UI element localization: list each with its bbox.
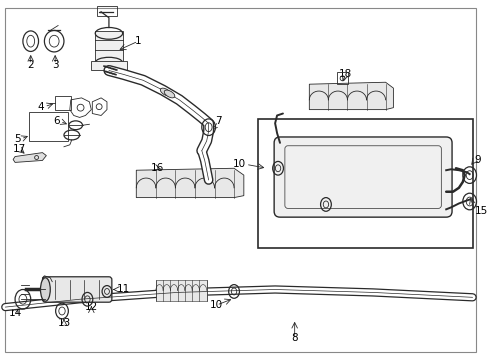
Text: 10: 10 — [209, 300, 223, 310]
Text: 7: 7 — [215, 116, 221, 126]
Bar — [95, 31, 122, 63]
Text: 15: 15 — [473, 206, 487, 216]
Polygon shape — [136, 168, 244, 198]
Ellipse shape — [164, 90, 175, 98]
Text: 4: 4 — [38, 102, 44, 112]
Polygon shape — [309, 82, 393, 109]
Bar — [156, 280, 206, 301]
FancyBboxPatch shape — [91, 61, 126, 69]
Text: 13: 13 — [57, 318, 70, 328]
Text: 18: 18 — [338, 69, 351, 80]
Text: 2: 2 — [27, 60, 34, 69]
Text: 1: 1 — [135, 36, 141, 46]
Bar — [29, 112, 68, 141]
Text: 14: 14 — [8, 308, 21, 318]
Text: 17: 17 — [12, 144, 25, 154]
Text: 8: 8 — [291, 333, 297, 343]
Text: 12: 12 — [84, 302, 98, 312]
Text: 16: 16 — [151, 163, 164, 173]
Polygon shape — [13, 153, 46, 162]
Text: 5: 5 — [14, 134, 21, 144]
Ellipse shape — [41, 278, 50, 301]
Text: 3: 3 — [52, 60, 59, 69]
Text: 6: 6 — [53, 116, 60, 126]
Bar — [55, 96, 71, 109]
Bar — [257, 120, 471, 248]
Text: 9: 9 — [473, 156, 480, 166]
FancyBboxPatch shape — [274, 137, 451, 217]
Text: 10: 10 — [232, 159, 245, 169]
Bar — [336, 72, 348, 84]
FancyBboxPatch shape — [42, 277, 112, 302]
Text: 11: 11 — [117, 284, 130, 294]
Ellipse shape — [160, 88, 171, 96]
